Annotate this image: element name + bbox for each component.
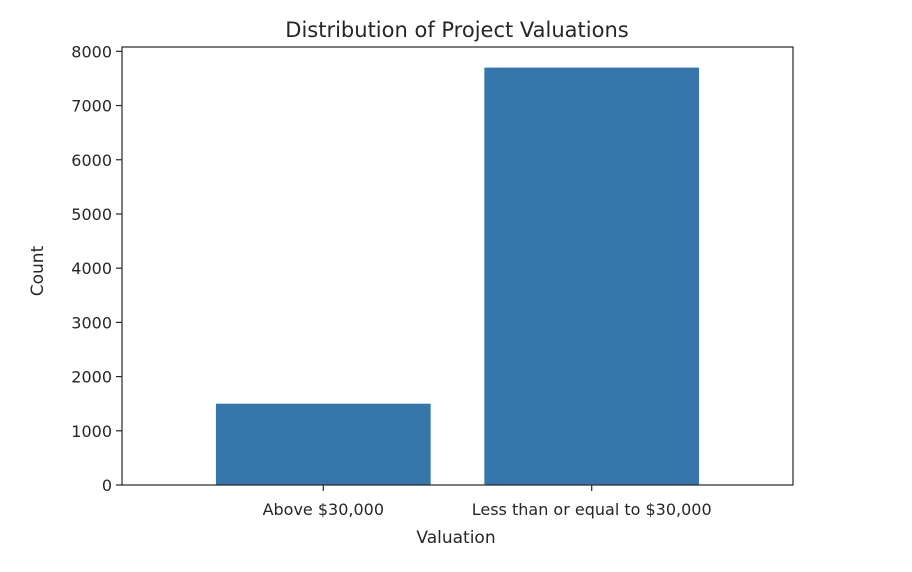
y-tick-label: 5000 bbox=[71, 205, 112, 224]
y-tick-label: 8000 bbox=[71, 42, 112, 61]
x-tick-label: Above $30,000 bbox=[263, 500, 384, 519]
chart-title: Distribution of Project Valuations bbox=[285, 18, 628, 42]
x-axis-label: Valuation bbox=[416, 528, 495, 548]
bar bbox=[484, 67, 700, 486]
bars-group bbox=[215, 67, 700, 486]
y-tick-label: 1000 bbox=[71, 422, 112, 441]
y-axis: 0 1000 2000 3000 4000 5000 6000 7000 8000 bbox=[71, 42, 122, 495]
x-tick-label: Less than or equal to $30,000 bbox=[472, 500, 712, 519]
y-tick-label: 0 bbox=[102, 476, 112, 495]
y-tick-label: 6000 bbox=[71, 151, 112, 170]
y-tick-label: 7000 bbox=[71, 97, 112, 116]
y-tick-label: 3000 bbox=[71, 313, 112, 332]
bar bbox=[215, 403, 431, 485]
x-axis: Above $30,000 Less than or equal to $30,0… bbox=[263, 485, 712, 519]
y-tick-label: 4000 bbox=[71, 259, 112, 278]
y-tick-label: 2000 bbox=[71, 368, 112, 387]
plot-frame bbox=[121, 46, 794, 486]
y-axis-label: Count bbox=[28, 245, 48, 296]
